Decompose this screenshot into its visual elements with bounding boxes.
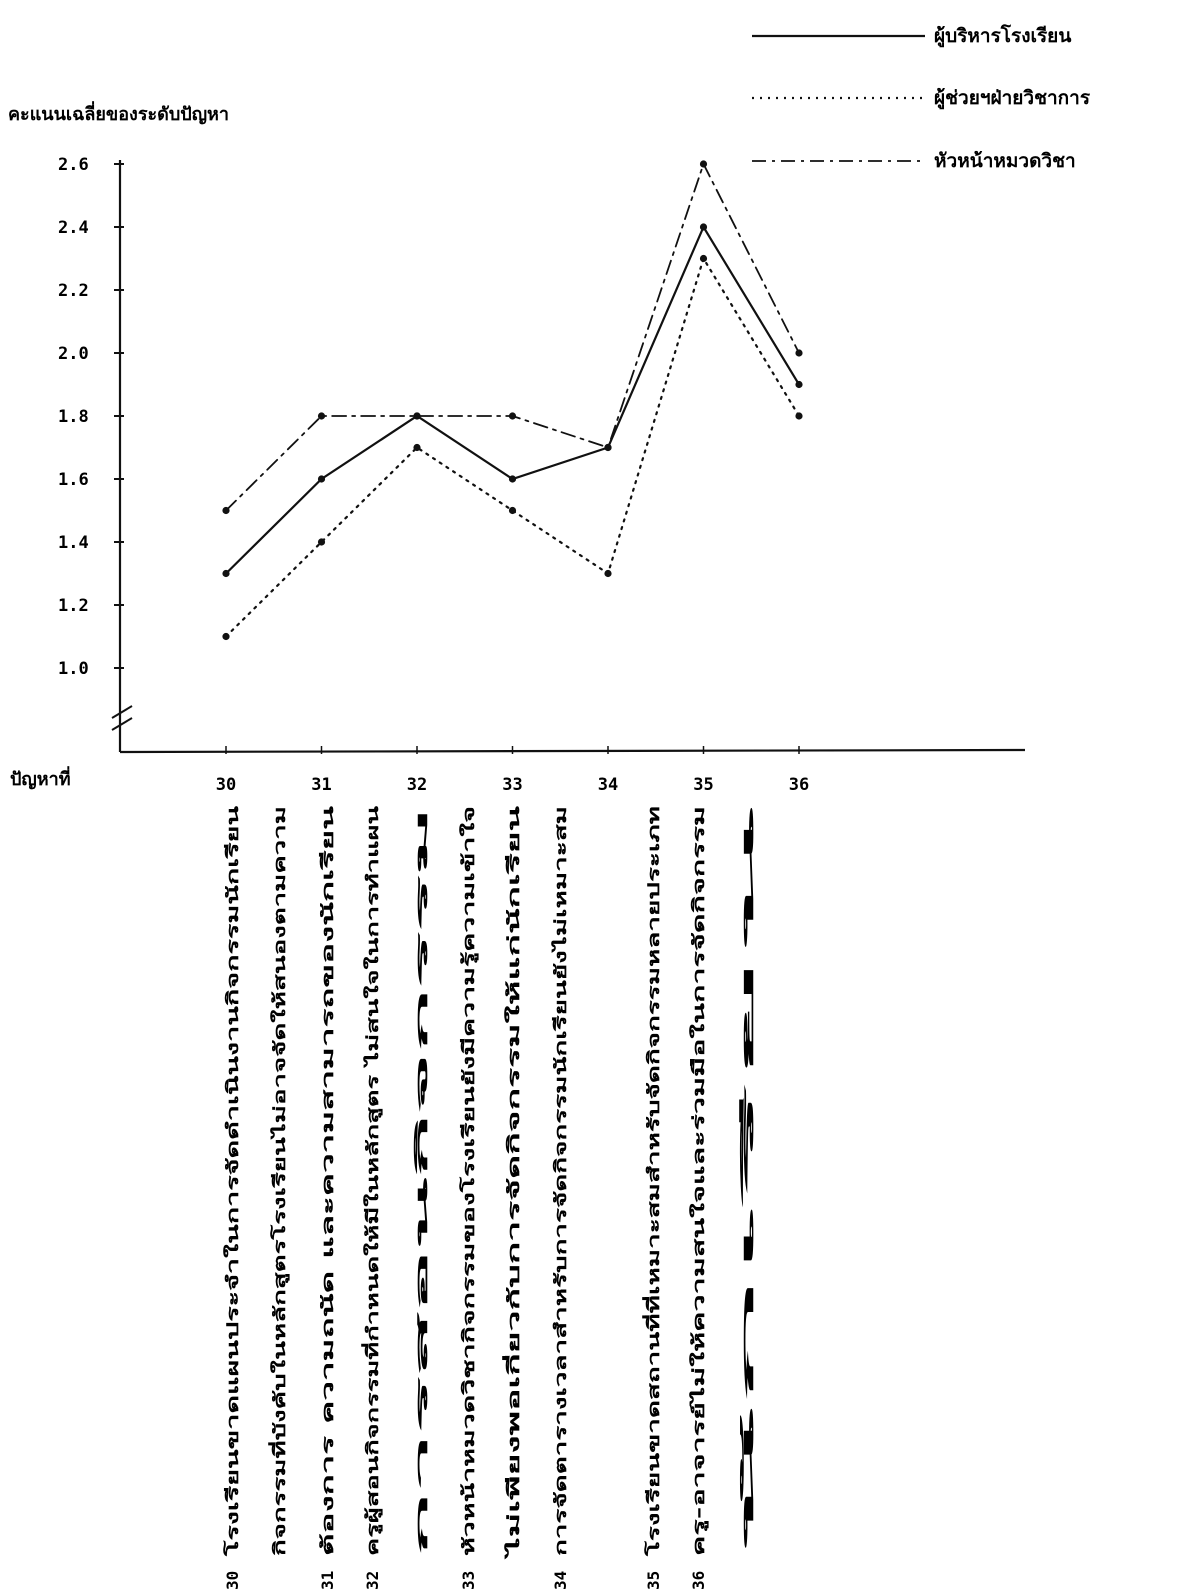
data-point (604, 443, 612, 452)
data-point (508, 475, 517, 483)
x-axis-line (119, 748, 1026, 754)
data-point (699, 223, 708, 231)
problem-number: 33 (459, 1571, 478, 1590)
data-point (699, 254, 708, 263)
x-tick-label: 31 (311, 775, 331, 795)
axes (111, 160, 1026, 754)
axis-break-mark (111, 717, 133, 731)
x-tick-label: 35 (693, 775, 713, 795)
data-point (222, 632, 230, 641)
problem-number: 34 (551, 1571, 570, 1590)
data-point (413, 412, 421, 420)
x-tick-label: 34 (598, 775, 618, 795)
data-point (222, 506, 230, 515)
data-point (508, 506, 517, 515)
y-tick-label: 1.6 (58, 470, 89, 490)
problem-number: 35 (644, 1571, 663, 1590)
data-point (317, 475, 326, 483)
problem-description-line: โรงเรียนขาดสถานที่ที่เหมาะสมสำหรับจัดกิจ… (642, 806, 663, 1558)
x-tick-label: 36 (789, 775, 809, 795)
data-point (795, 380, 803, 389)
y-tick-label: 1.0 (58, 659, 89, 679)
data-point (795, 412, 803, 420)
series-line-3 (225, 161, 800, 512)
problem-descriptions: 30 31 32 33 34 35 36 โรงเรียนขาดแผนประจำในการจั… (222, 805, 757, 1590)
series-lines (224, 161, 801, 638)
y-tick-label: 2.4 (58, 218, 89, 238)
x-axis-title: ปัญหาที่ (10, 766, 71, 790)
problem-description-line: กิจกรรมที่บังคับในหลักสูตรโรงเรียนไม่อาจ… (268, 806, 291, 1557)
legend-label-2: ผู้ช่วยฯฝ่ายวิชาการ (934, 87, 1091, 110)
problem-description-line: โรงเรียนขาดแผนประจำในการจัดดำเนินงานกิจก… (222, 806, 242, 1558)
series-line-2 (224, 255, 801, 638)
legend-label-3: หัวหน้าหมวดวิชา (934, 150, 1076, 172)
y-axis-title: คะแนนเฉลี่ยของระดับปัญหา (8, 101, 229, 125)
x-tick-label: 33 (502, 775, 522, 795)
data-point (699, 160, 708, 168)
problem-description-line: นักเรียน (738, 805, 757, 1556)
x-tick-label: 32 (407, 775, 427, 795)
axis-break-mark (111, 705, 133, 719)
problem-description-line: การจัดตารางเวลาสำหรับการจัดกิจกรรมนักเรี… (551, 806, 570, 1556)
y-ticks: 1.0 1.2 1.4 1.6 1.8 2.0 2.2 2.4 2.6 (58, 155, 124, 679)
data-point (508, 412, 517, 420)
problem-number: 30 (223, 1571, 242, 1590)
y-tick-label: 1.4 (58, 533, 89, 553)
data-point (317, 412, 326, 420)
problem-description-line: ครู-อาจารย์ไม่ให้ความสนใจและร่วมมือในการ… (689, 806, 710, 1556)
data-point (413, 443, 421, 452)
y-tick-label: 1.2 (58, 596, 89, 616)
problem-number: 31 (318, 1571, 337, 1590)
y-tick-label: 2.0 (58, 344, 89, 364)
series-line-1 (224, 224, 801, 575)
data-point (604, 569, 612, 578)
problem-description-line: ครูผู้สอนกิจกรรมที่กำหนดให้มีในหลักสูตร … (361, 806, 384, 1556)
data-point (222, 569, 230, 578)
problem-description-line: การสอนกิจกรรม (412, 806, 431, 1556)
problem-number: 36 (689, 1571, 708, 1590)
data-point (317, 538, 326, 546)
problem-description-line: ต้องการ ความถนัด และความสามารถของนักเรีย… (318, 806, 337, 1556)
x-categories: 30 31 32 33 34 35 36 (216, 746, 809, 795)
x-tick-label: 30 (216, 775, 236, 795)
y-tick-label: 2.6 (58, 155, 89, 175)
data-point (795, 349, 803, 357)
legend: ผู้บริหารโรงเรียนผู้ช่วยฯฝ่ายวิชาการหัวห… (752, 24, 1091, 172)
problem-description-line: ไม่เพียงพอเกี่ยวกับการจัดกิจกรรมให้แก่นั… (502, 806, 523, 1561)
y-tick-label: 2.2 (58, 281, 89, 301)
series-points (222, 160, 803, 641)
legend-label-1: ผู้บริหารโรงเรียน (934, 24, 1071, 48)
problem-description-line: หัวหน้าหมวดวิชากิจกรรมของโรงเรียนยังมีคว… (458, 806, 480, 1556)
problem-number: 32 (363, 1571, 382, 1590)
y-tick-label: 1.8 (58, 407, 89, 427)
